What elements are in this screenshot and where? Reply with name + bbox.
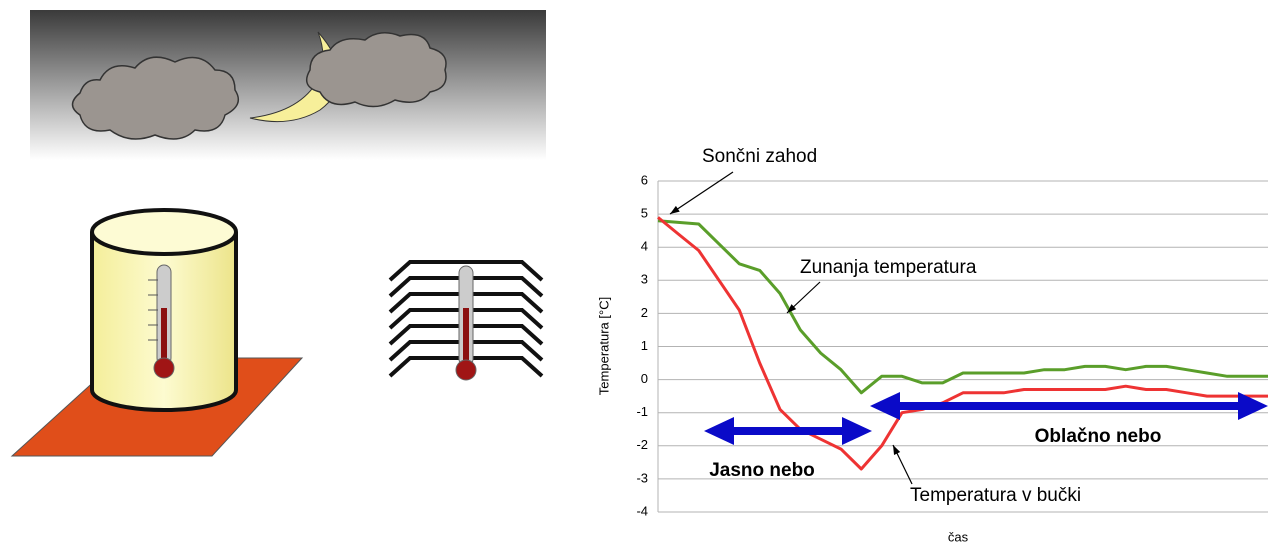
figure: Temperatura [°C] čas -4 -3 -2 -1 0 1 2 3 4 5 6 Sonč… [0,0,1269,544]
range-arrow-head [870,392,900,420]
y-tick-label: -2 [636,437,648,452]
annotation: Oblačno nebo [1035,426,1162,447]
y-tick-label: 2 [641,305,648,320]
range-arrow-head [704,417,734,445]
pointer-arrow [670,172,733,214]
annotation: Jasno nebo [709,460,815,481]
annotation: Sončni zahod [702,146,817,167]
chart: Temperatura [°C] čas -4 -3 -2 -1 0 1 2 3 4 5 6 Sonč… [596,146,1268,544]
range-arrow-head [842,417,872,445]
bottle-top [92,210,236,254]
y-tick-label: -1 [636,404,648,419]
y-axis-label: Temperatura [°C] [596,297,611,395]
y-tick-label: 3 [641,272,648,287]
y-tick-label: -4 [636,503,648,518]
illustration [12,10,546,456]
series-line [658,221,1268,393]
y-tick-label: 4 [641,239,648,254]
y-tick-label: 6 [641,172,648,187]
page: Temperatura [°C] čas -4 -3 -2 -1 0 1 2 3 4 5 6 Sonč… [0,0,1269,544]
y-tick-label: -3 [636,470,648,485]
pointer-arrow-head [893,445,900,455]
pointer-arrow-head [670,206,680,214]
annotation: Zunanja temperatura [800,257,977,278]
thermometer-shield [456,266,476,380]
y-tick-label: 5 [641,206,648,221]
x-axis-label: čas [948,529,969,544]
annotation: Temperatura v bučki [910,485,1081,506]
y-tick-label: 0 [641,371,648,386]
y-tick-label: 1 [641,338,648,353]
